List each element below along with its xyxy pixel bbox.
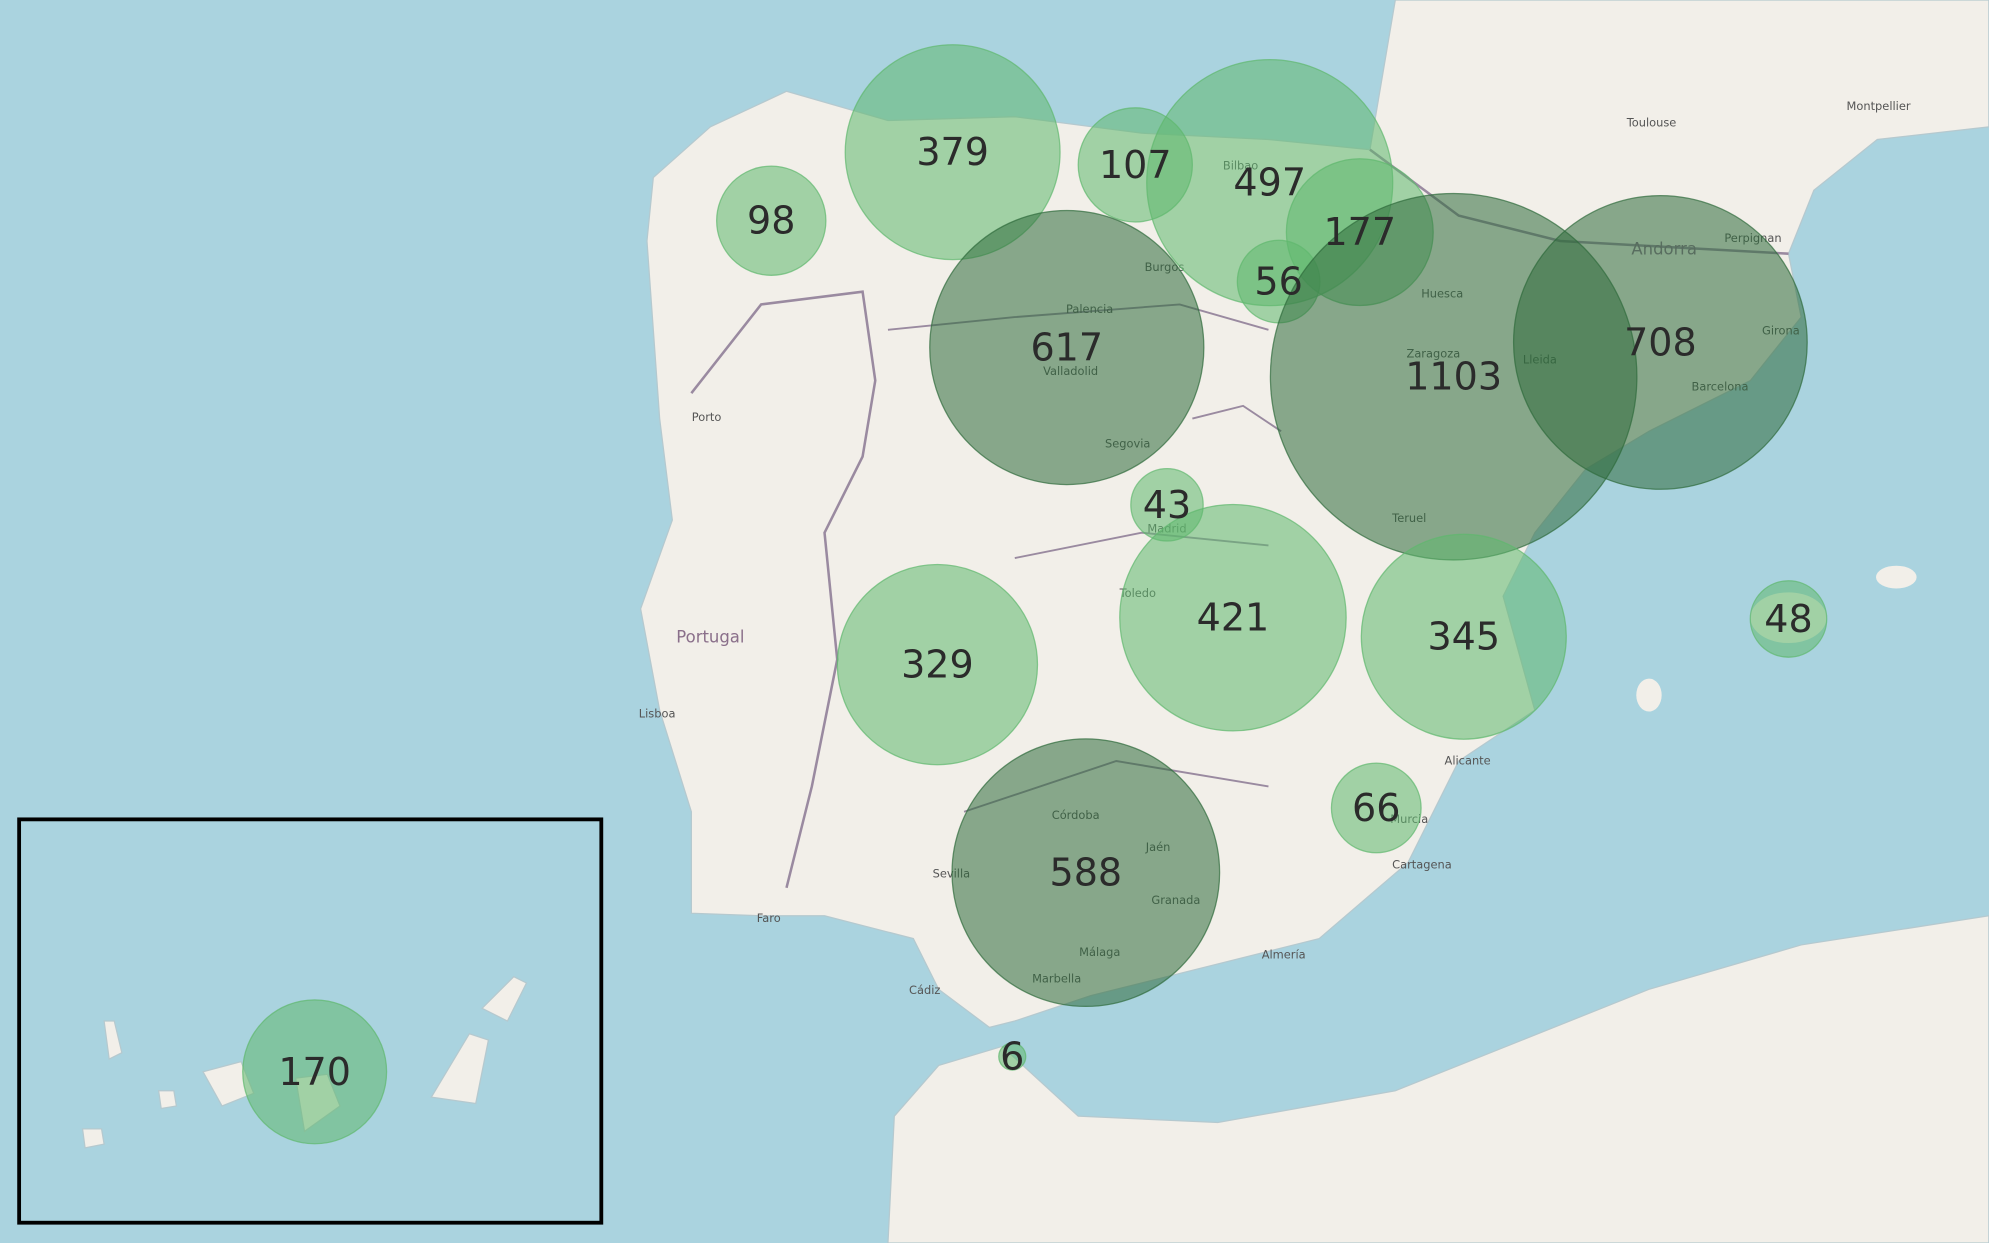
bubble (998, 1042, 1027, 1071)
bubble-label: 329 (901, 643, 974, 687)
bubble-label: 421 (1197, 596, 1270, 640)
bubble-label: 6 (1000, 1035, 1024, 1079)
bubble-label: 497 (1233, 161, 1306, 205)
island (1636, 678, 1662, 712)
bubble-label: 48 (1764, 597, 1812, 641)
bubble (929, 209, 1205, 486)
bubble (951, 738, 1221, 1008)
bubble-label: 345 (1427, 615, 1500, 659)
bubble (716, 165, 827, 276)
bubble (1330, 762, 1422, 854)
bubble-label: 379 (916, 130, 989, 174)
bubble-label: 56 (1254, 260, 1302, 304)
place-label: Faro (757, 911, 781, 925)
bubble-label: 107 (1099, 143, 1172, 187)
bubble-label: 708 (1624, 320, 1697, 364)
bubble (1360, 533, 1567, 740)
place-label: Almería (1262, 948, 1306, 962)
bubble (1512, 195, 1808, 490)
bubble-label: 617 (1030, 326, 1103, 370)
place-label: Porto (692, 410, 722, 424)
bubble (836, 563, 1039, 766)
bubble (1749, 580, 1828, 658)
bubble-label: 43 (1143, 483, 1191, 527)
bubble (844, 44, 1061, 261)
place-label: Toulouse (1626, 116, 1677, 130)
place-label: Montpellier (1847, 99, 1911, 113)
place-label: Alicante (1445, 754, 1491, 768)
bubble-label: 588 (1050, 851, 1123, 895)
bubble (1119, 503, 1347, 732)
bubble-label: 66 (1352, 786, 1400, 830)
bubble-label: 177 (1323, 210, 1396, 254)
place-label: Cádiz (909, 983, 940, 997)
bubble-label: 98 (747, 199, 795, 243)
bubble-label: 170 (278, 1050, 351, 1094)
place-label: Lisboa (639, 707, 676, 721)
country-label: Portugal (676, 627, 744, 646)
bubble-label: 1103 (1405, 355, 1502, 399)
island (1876, 565, 1917, 589)
place-label: Cartagena (1392, 858, 1452, 872)
bubble (242, 999, 388, 1145)
